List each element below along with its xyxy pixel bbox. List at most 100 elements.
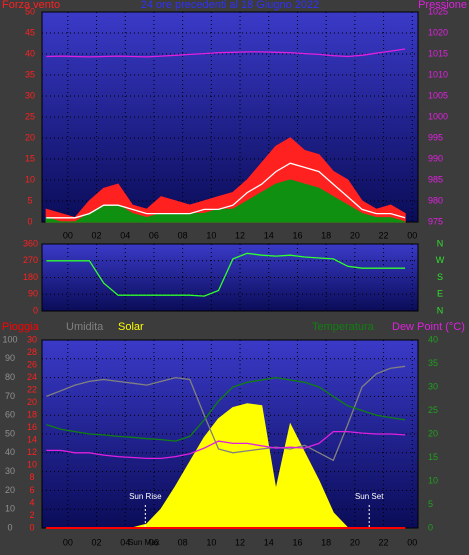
y3-tick-label: 14 (27, 435, 37, 445)
y2-tick-label: 35 (428, 358, 438, 368)
y3-tick-label: 16 (27, 422, 37, 432)
y3-tick-label: 2 (29, 510, 34, 520)
y-tick-label: 270 (23, 255, 38, 265)
y2-tick-label: 1015 (428, 48, 448, 58)
y-tick-label: 50 (25, 6, 35, 16)
x-tick-label: 00 (407, 230, 417, 240)
x-tick-label: 02 (92, 537, 102, 547)
y-tick-label: 25 (25, 111, 35, 121)
legend-label: Pioggia (2, 321, 40, 333)
y-tick-label: 20 (25, 132, 35, 142)
x-tick-label: 02 (92, 230, 102, 240)
x-tick-label: 10 (206, 230, 216, 240)
y2-tick-label: W (436, 255, 445, 265)
x-tick-label: 14 (264, 230, 274, 240)
x-tick-label: 06 (149, 230, 159, 240)
x-tick-label: 04 (120, 230, 130, 240)
y-tick-label: 360 (23, 238, 38, 248)
legend-label: Temperatura (312, 321, 375, 333)
y3-tick-label: 26 (27, 359, 37, 369)
y-tick-label: 0 (27, 216, 32, 226)
series-line (46, 376, 406, 442)
y-tick-label: 50 (5, 428, 15, 438)
y2-tick-label: 1000 (428, 111, 448, 121)
y-tick-label: 10 (25, 174, 35, 184)
x-tick-label: 10 (206, 537, 216, 547)
series-line (46, 365, 406, 462)
y2-tick-label: 980 (428, 195, 443, 205)
y-tick-label: 90 (5, 353, 15, 363)
y-tick-label: 80 (5, 372, 15, 382)
y2-tick-label: 990 (428, 153, 443, 163)
y-tick-label: 30 (5, 466, 15, 476)
x-tick-label: 00 (407, 537, 417, 547)
x-tick-label: 12 (235, 230, 245, 240)
y-tick-label: 30 (25, 90, 35, 100)
y2-tick-label: 995 (428, 132, 443, 142)
x-tick-label: 20 (350, 537, 360, 547)
x-tick-label: 16 (292, 230, 302, 240)
x-tick-label: 18 (321, 537, 331, 547)
y2-tick-label: N (437, 238, 444, 248)
y-tick-label: 0 (7, 522, 12, 532)
annotation: Sun Rise (129, 492, 162, 501)
series-line (46, 48, 406, 58)
y-tick-label: 15 (25, 153, 35, 163)
y3-tick-label: 12 (27, 447, 37, 457)
x-tick-label: 18 (321, 230, 331, 240)
y2-tick-label: 975 (428, 216, 443, 226)
y-tick-label: 20 (5, 485, 15, 495)
y3-tick-label: 30 (27, 334, 37, 344)
y3-tick-label: 18 (27, 410, 37, 420)
series-line (46, 162, 406, 219)
x-tick-label: 04 (120, 537, 130, 547)
y-tick-label: 45 (25, 27, 35, 37)
y-tick-label: 35 (25, 69, 35, 79)
y-tick-label: 70 (5, 391, 15, 401)
annotation: Sun Set (355, 492, 384, 501)
y3-tick-label: 22 (27, 385, 37, 395)
x-tick-label: 22 (379, 537, 389, 547)
y-tick-label: 0 (33, 305, 38, 315)
y-tick-label: 180 (23, 272, 38, 282)
y2-tick-label: 25 (428, 405, 438, 415)
legend-label: Umidita (66, 321, 104, 333)
x-tick-label: 00 (63, 537, 73, 547)
y-tick-label: 100 (2, 334, 17, 344)
y3-tick-label: 28 (27, 347, 37, 357)
x-tick-label: 20 (350, 230, 360, 240)
x-tick-label: 16 (292, 537, 302, 547)
y3-tick-label: 20 (27, 397, 37, 407)
y-tick-label: 10 (5, 504, 15, 514)
y3-tick-label: 8 (29, 472, 34, 482)
y2-tick-label: 20 (428, 428, 438, 438)
y3-tick-label: 4 (29, 497, 34, 507)
y2-tick-label: S (437, 272, 443, 282)
y2-tick-label: 5 (428, 499, 433, 509)
series-line (46, 430, 406, 460)
x-tick-label: 14 (264, 537, 274, 547)
y2-tick-label: 40 (428, 334, 438, 344)
y2-tick-label: N (437, 305, 444, 315)
y3-tick-label: 0 (29, 522, 34, 532)
legend-label: Dew Point (°C) (392, 321, 465, 333)
annotation: Sun Max (128, 538, 160, 547)
y2-tick-label: 1010 (428, 69, 448, 79)
x-tick-label: 08 (178, 230, 188, 240)
y2-tick-label: 30 (428, 381, 438, 391)
y3-tick-label: 24 (27, 372, 37, 382)
x-tick-label: 22 (379, 230, 389, 240)
y-tick-label: 40 (25, 48, 35, 58)
x-tick-label: 00 (63, 230, 73, 240)
y-tick-label: 90 (28, 289, 38, 299)
x-tick-label: 06 (149, 537, 159, 547)
series-line (46, 252, 406, 297)
y2-tick-label: 1025 (428, 6, 448, 16)
y2-tick-label: 0 (428, 522, 433, 532)
y2-tick-label: 10 (428, 475, 438, 485)
y3-tick-label: 10 (27, 460, 37, 470)
y2-tick-label: 1005 (428, 90, 448, 100)
y2-tick-label: 15 (428, 452, 438, 462)
